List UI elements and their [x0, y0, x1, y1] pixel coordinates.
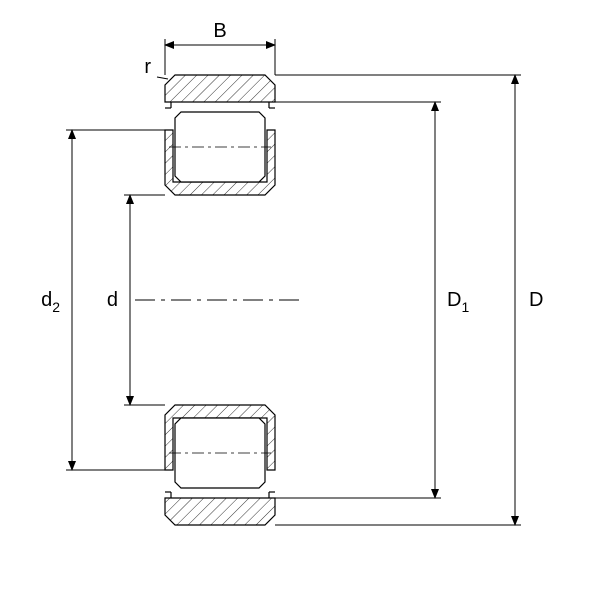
label-d2: d2: [41, 289, 60, 315]
outer-race-top: [165, 75, 275, 102]
label-d: d: [107, 289, 118, 311]
label-r: r: [144, 56, 151, 78]
label-D1: D1: [447, 289, 469, 315]
label-D: D: [529, 289, 543, 311]
label-B: B: [213, 20, 226, 42]
outer-race-bot: [165, 498, 275, 525]
